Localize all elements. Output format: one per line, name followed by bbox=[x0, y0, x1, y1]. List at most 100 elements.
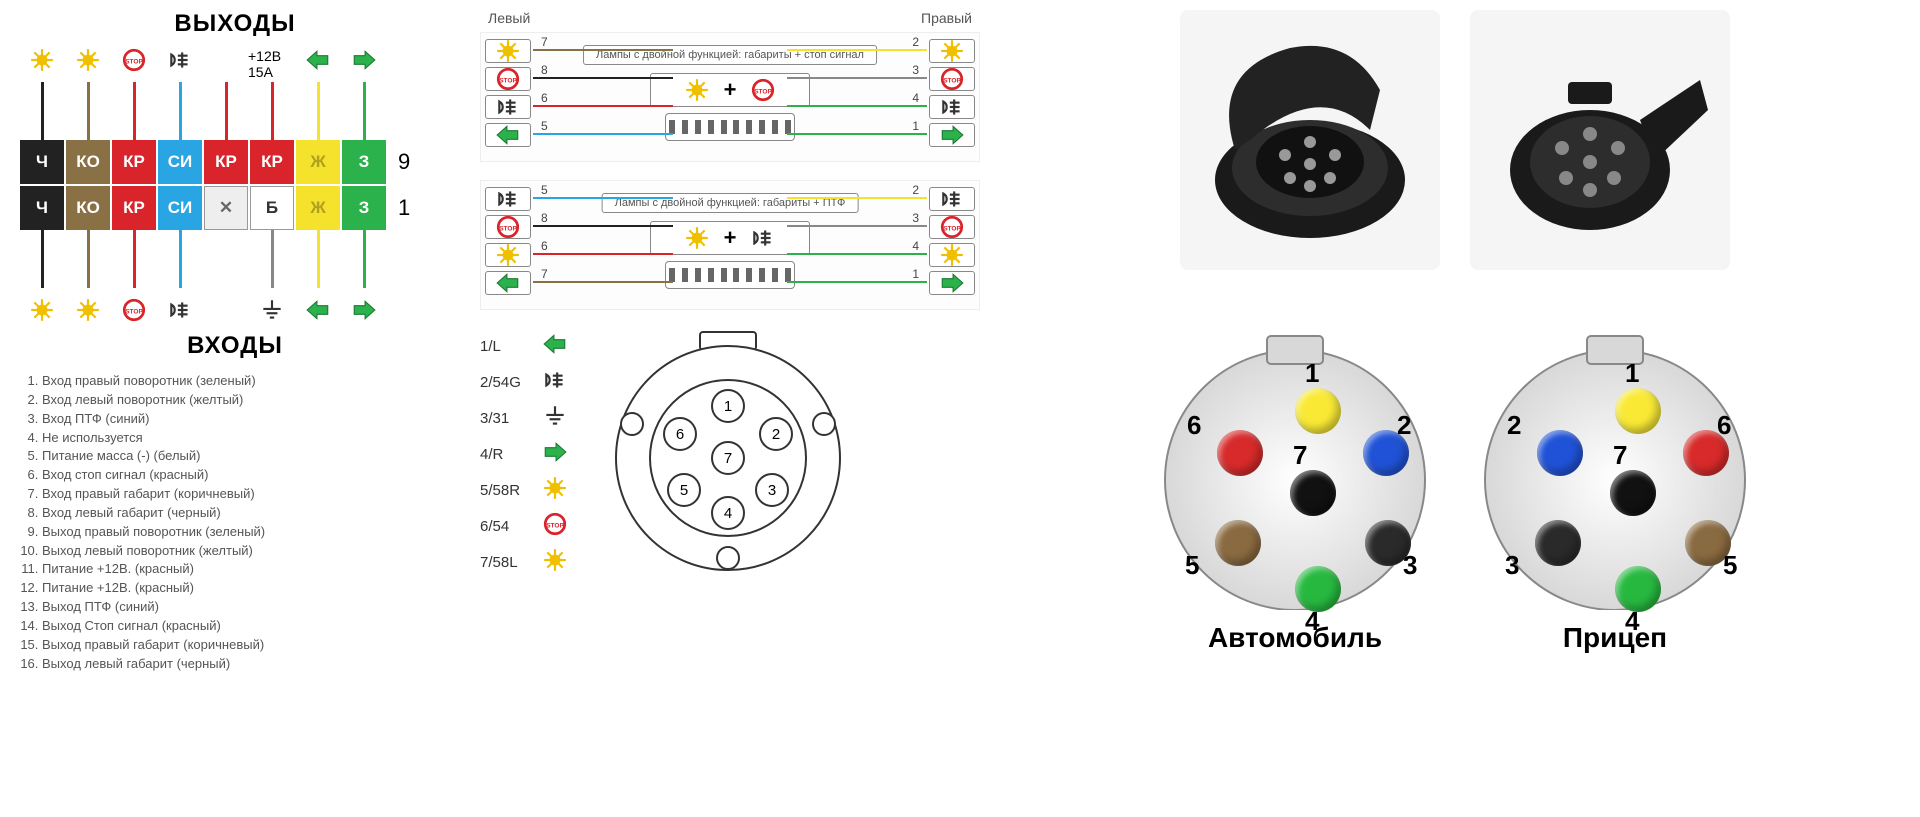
pin-6 bbox=[1217, 430, 1263, 476]
legend-item: Вход левый габарит (черный) bbox=[42, 504, 450, 523]
pin-num-2: 2 bbox=[1397, 410, 1411, 441]
legend-item: Вход правый габарит (коричневый) bbox=[42, 485, 450, 504]
arrow-l-icon bbox=[485, 271, 531, 295]
legend-item: Выход правый поворотник (зеленый) bbox=[42, 523, 450, 542]
pin-row-7/58L: 7/58L bbox=[480, 544, 568, 580]
pin-num-5: 5 bbox=[1185, 550, 1199, 581]
pin-num-3: 3 bbox=[1403, 550, 1417, 581]
schematic-1: STOPSTOPЛампы с двойной функцией: габари… bbox=[480, 32, 980, 162]
svg-text:STOP: STOP bbox=[499, 77, 517, 84]
svg-text:1: 1 bbox=[724, 398, 732, 415]
stop-icon: STOP bbox=[542, 511, 568, 541]
block-КО: КО bbox=[66, 186, 110, 230]
fog-icon bbox=[542, 367, 568, 397]
stop-icon: STOP bbox=[112, 292, 156, 328]
pin-num-6: 6 bbox=[1187, 410, 1201, 441]
wire-num: 1 bbox=[912, 267, 919, 281]
panel-wiring-block: ВЫХОДЫ STOP +12В 15А ЧКОКРСИКРКРЖЗ 9 ЧКО… bbox=[0, 0, 470, 817]
wire-num: 2 bbox=[912, 183, 919, 197]
panel-schematics: Левый Правый STOPSTOPЛампы с двойной фун… bbox=[470, 0, 990, 817]
legend-item: Не используется bbox=[42, 429, 450, 448]
pinout-trailer: 1654327 Прицеп bbox=[1475, 330, 1755, 654]
wire-num: 5 bbox=[541, 183, 548, 197]
stop-icon: STOP bbox=[485, 215, 531, 239]
title-outputs: ВЫХОДЫ bbox=[20, 10, 450, 38]
svg-text:STOP: STOP bbox=[943, 77, 961, 84]
svg-text:2: 2 bbox=[772, 426, 780, 443]
legend-item: Выход Стоп сигнал (красный) bbox=[42, 617, 450, 636]
sun-icon bbox=[929, 243, 975, 267]
arrow-r-icon bbox=[929, 123, 975, 147]
legend-item: Выход левый габарит (черный) bbox=[42, 655, 450, 674]
arrow-r-icon bbox=[929, 271, 975, 295]
wire-num: 5 bbox=[541, 119, 548, 133]
title-inputs: ВХОДЫ bbox=[20, 332, 450, 360]
pin-num-4: 4 bbox=[1305, 606, 1319, 637]
sun-icon bbox=[66, 42, 110, 78]
pin-row-2/54G: 2/54G bbox=[480, 364, 568, 400]
arrow-r-icon bbox=[542, 439, 568, 469]
pin-legend-block: 1/L2/54G3/314/R5/58R6/54STOP7/58L 123456… bbox=[480, 328, 980, 593]
svg-text:STOP: STOP bbox=[546, 522, 564, 529]
svg-text:5: 5 bbox=[680, 482, 688, 499]
svg-text:STOP: STOP bbox=[499, 225, 517, 232]
legend-list: Вход правый поворотник (зеленый)Вход лев… bbox=[20, 372, 450, 674]
power-icon bbox=[204, 42, 248, 78]
empty bbox=[204, 292, 248, 328]
pin-num-2: 2 bbox=[1507, 410, 1521, 441]
block-Ж: Ж bbox=[296, 186, 340, 230]
legend-item: Питание +12В. (красный) bbox=[42, 560, 450, 579]
power-label: +12В bbox=[248, 48, 281, 64]
pin-num-4: 4 bbox=[1625, 606, 1639, 637]
legend-item: Питание масса (-) (белый) bbox=[42, 447, 450, 466]
fog-icon bbox=[158, 292, 202, 328]
wires-top bbox=[20, 82, 450, 140]
svg-text:4: 4 bbox=[724, 505, 732, 522]
wire-num: 6 bbox=[541, 91, 548, 105]
wire-num: 1 bbox=[912, 119, 919, 133]
stop-icon: STOP bbox=[929, 215, 975, 239]
fog-icon bbox=[929, 95, 975, 119]
block-Ч: Ч bbox=[20, 140, 64, 184]
row-num-1: 1 bbox=[398, 195, 410, 221]
wire-num: 2 bbox=[912, 35, 919, 49]
fog-icon bbox=[485, 95, 531, 119]
connector-block bbox=[665, 261, 795, 289]
block-Ч: Ч bbox=[20, 186, 64, 230]
legend-item: Питание +12В. (красный) bbox=[42, 579, 450, 598]
block-КР: КР bbox=[250, 140, 294, 184]
connector-block bbox=[665, 113, 795, 141]
ground-icon bbox=[250, 292, 294, 328]
wire-num: 3 bbox=[912, 211, 919, 225]
block-Б: Б bbox=[250, 186, 294, 230]
arrow-l-icon bbox=[296, 42, 340, 78]
photo-socket bbox=[1180, 10, 1440, 270]
wire-num: 4 bbox=[912, 91, 919, 105]
block-КР: КР bbox=[112, 140, 156, 184]
wires-bot bbox=[20, 230, 450, 288]
block-КР: КР bbox=[112, 186, 156, 230]
wire-num: 4 bbox=[912, 239, 919, 253]
legend-item: Выход левый поворотник (желтый) bbox=[42, 542, 450, 561]
pin-3 bbox=[1535, 520, 1581, 566]
sun-icon bbox=[929, 39, 975, 63]
dual-function-symbol: + bbox=[650, 221, 810, 255]
sun-icon bbox=[485, 243, 531, 267]
legend-item: Вход стоп сигнал (красный) bbox=[42, 466, 450, 485]
sun-icon bbox=[542, 547, 568, 577]
arrow-r-icon bbox=[342, 42, 386, 78]
pin-row-1/L: 1/L bbox=[480, 328, 568, 364]
pin-row-4/R: 4/R bbox=[480, 436, 568, 472]
pin-num-7: 7 bbox=[1613, 440, 1627, 471]
arrow-l-icon bbox=[542, 331, 568, 361]
block-СИ: СИ bbox=[158, 140, 202, 184]
stop-icon: STOP bbox=[485, 67, 531, 91]
legend-item: Вход ПТФ (синий) bbox=[42, 410, 450, 429]
pin-7 bbox=[1610, 470, 1656, 516]
fuse-label: 15А bbox=[248, 64, 273, 80]
block-row-top: ЧКОКРСИКРКРЖЗ 9 bbox=[20, 140, 450, 184]
fog-icon bbox=[485, 187, 531, 211]
panel-connectors: 1234567 Автомобиль 1654327 Прицеп bbox=[990, 0, 1920, 817]
pin-num-1: 1 bbox=[1305, 358, 1319, 389]
svg-text:7: 7 bbox=[724, 450, 732, 467]
